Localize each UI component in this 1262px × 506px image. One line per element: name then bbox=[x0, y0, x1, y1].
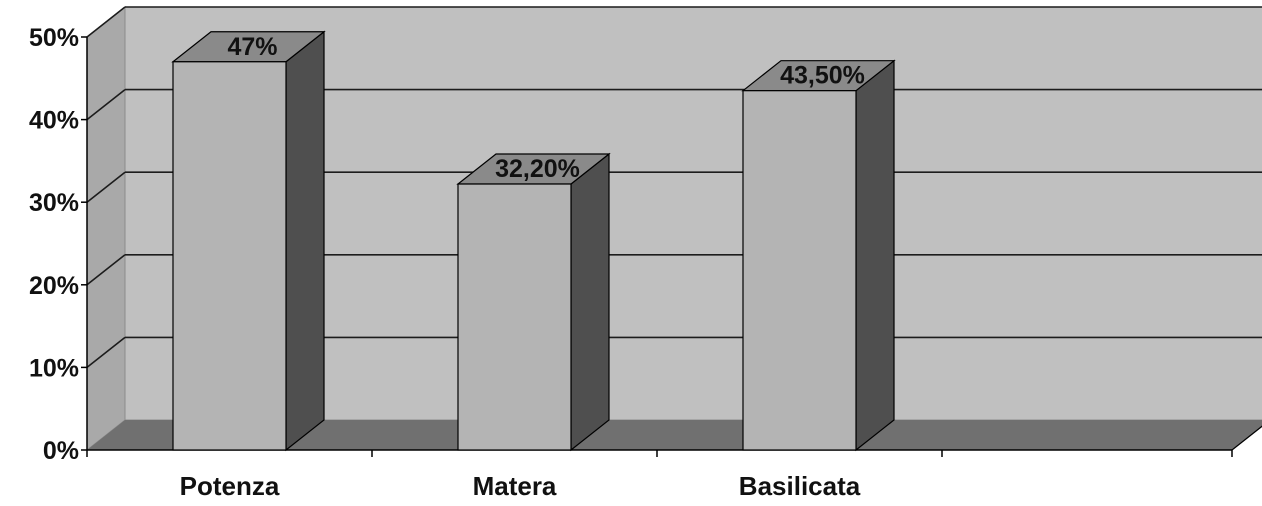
data-label: 32,20% bbox=[495, 155, 580, 183]
x-category-label: Matera bbox=[473, 471, 557, 501]
y-tick-label: 40% bbox=[29, 107, 79, 135]
gridline-side bbox=[86, 88, 126, 121]
gridline-side bbox=[86, 254, 126, 286]
bar-side bbox=[855, 59, 895, 452]
floor-edge bbox=[1231, 425, 1262, 451]
floor bbox=[87, 420, 1262, 450]
x-category-label: Potenza bbox=[180, 471, 280, 501]
y-tick-label: 50% bbox=[29, 24, 79, 52]
bar bbox=[742, 90, 857, 451]
x-category-labels: Potenza Matera Basilicata bbox=[180, 471, 861, 501]
gridline-side bbox=[86, 6, 126, 38]
y-tick-label: 0% bbox=[43, 437, 79, 465]
gridline-side bbox=[86, 336, 126, 369]
bars bbox=[171, 30, 896, 452]
bar bbox=[457, 183, 572, 451]
y-tick-labels: 0% 10% 20% 30% 40% 50% bbox=[29, 24, 79, 465]
bar bbox=[172, 61, 287, 451]
data-label: 43,50% bbox=[780, 62, 865, 90]
bar-side bbox=[285, 30, 325, 452]
y-tick-label: 10% bbox=[29, 354, 79, 382]
data-label: 47% bbox=[227, 33, 277, 61]
side-wall bbox=[86, 5, 126, 452]
data-labels: 47% 32,20% 43,50% bbox=[227, 33, 864, 183]
y-tick-label: 20% bbox=[29, 272, 79, 300]
y-tick-label: 30% bbox=[29, 189, 79, 217]
gridline-side bbox=[86, 171, 126, 203]
x-category-label: Basilicata bbox=[739, 471, 861, 501]
bar-side bbox=[570, 152, 610, 452]
